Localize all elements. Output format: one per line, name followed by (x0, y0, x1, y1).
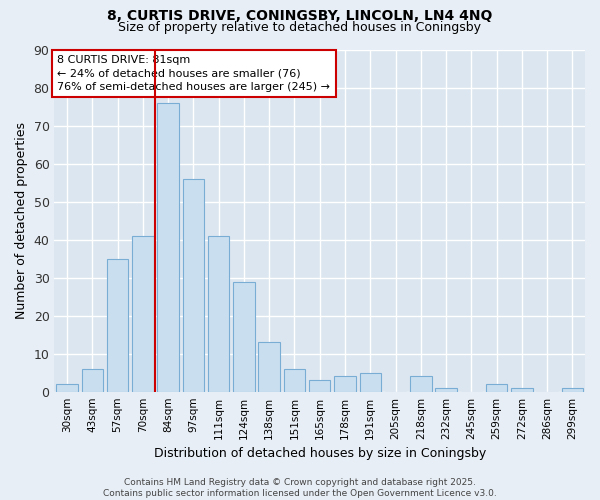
Text: 8 CURTIS DRIVE: 81sqm
← 24% of detached houses are smaller (76)
76% of semi-deta: 8 CURTIS DRIVE: 81sqm ← 24% of detached … (57, 55, 330, 92)
Bar (562, 388, 583, 392)
Bar (435, 388, 457, 392)
Bar (82, 369, 103, 392)
Bar (208, 236, 229, 392)
Bar (486, 384, 508, 392)
X-axis label: Distribution of detached houses by size in Coningsby: Distribution of detached houses by size … (154, 447, 486, 460)
Bar (410, 376, 431, 392)
Bar (309, 380, 331, 392)
Bar (511, 388, 533, 392)
Bar (132, 236, 154, 392)
Bar (157, 103, 179, 392)
Text: 8, CURTIS DRIVE, CONINGSBY, LINCOLN, LN4 4NQ: 8, CURTIS DRIVE, CONINGSBY, LINCOLN, LN4… (107, 9, 493, 23)
Bar (334, 376, 356, 392)
Bar (56, 384, 78, 392)
Bar (359, 372, 381, 392)
Bar (284, 369, 305, 392)
Y-axis label: Number of detached properties: Number of detached properties (15, 122, 28, 320)
Text: Contains HM Land Registry data © Crown copyright and database right 2025.
Contai: Contains HM Land Registry data © Crown c… (103, 478, 497, 498)
Bar (107, 259, 128, 392)
Text: Size of property relative to detached houses in Coningsby: Size of property relative to detached ho… (119, 21, 482, 34)
Bar (259, 342, 280, 392)
Bar (233, 282, 254, 392)
Bar (182, 179, 204, 392)
